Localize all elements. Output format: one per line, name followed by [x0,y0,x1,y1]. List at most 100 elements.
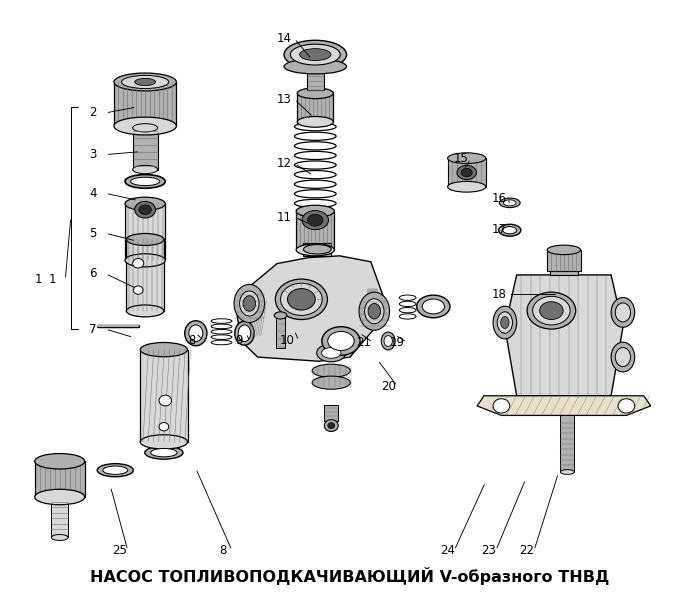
Ellipse shape [300,49,331,61]
Bar [298,93,333,122]
Ellipse shape [499,198,520,207]
Bar [561,415,574,472]
Circle shape [493,398,510,413]
Ellipse shape [500,317,509,329]
Text: 7: 7 [90,323,97,335]
Circle shape [132,258,144,268]
Ellipse shape [35,489,85,505]
Ellipse shape [307,63,323,70]
Bar [127,239,164,311]
Ellipse shape [312,376,350,389]
Ellipse shape [281,283,322,316]
Text: 25: 25 [112,544,127,557]
Ellipse shape [321,347,341,358]
Text: 13: 13 [276,93,291,106]
Ellipse shape [189,325,203,341]
Ellipse shape [527,292,575,329]
Text: 17: 17 [492,222,507,236]
Ellipse shape [498,224,521,236]
Ellipse shape [239,291,259,316]
Bar [51,499,68,537]
Circle shape [618,398,635,413]
Text: 10: 10 [280,335,295,347]
Ellipse shape [284,59,346,74]
Ellipse shape [140,435,188,449]
Bar [550,260,578,275]
Bar [447,158,486,187]
Ellipse shape [359,292,390,331]
Ellipse shape [461,168,472,177]
Ellipse shape [288,288,315,310]
Ellipse shape [114,73,176,91]
Bar [114,82,176,126]
Text: 3: 3 [90,148,97,161]
Text: 11: 11 [276,210,291,224]
Ellipse shape [243,296,256,311]
Bar [324,404,338,421]
Ellipse shape [328,332,354,350]
Ellipse shape [316,344,346,362]
Ellipse shape [302,210,328,230]
Ellipse shape [540,302,564,320]
Ellipse shape [533,296,570,325]
Ellipse shape [185,321,207,346]
Bar [296,211,335,250]
Bar [140,350,188,442]
Bar [125,204,165,260]
Ellipse shape [284,40,346,69]
Circle shape [133,286,143,294]
Ellipse shape [234,322,254,345]
Ellipse shape [131,177,160,186]
Text: 9: 9 [235,335,243,347]
Ellipse shape [296,244,335,256]
Ellipse shape [503,200,516,206]
Bar [132,128,158,169]
Ellipse shape [497,312,512,333]
Ellipse shape [114,117,176,135]
Ellipse shape [125,254,165,267]
Ellipse shape [304,245,331,254]
Ellipse shape [312,364,350,377]
Ellipse shape [365,299,384,324]
Ellipse shape [611,297,635,328]
Ellipse shape [139,205,151,215]
Text: 22: 22 [519,544,535,557]
Bar [35,462,85,497]
Text: 2: 2 [90,106,97,120]
Ellipse shape [296,205,335,217]
Bar [307,67,323,90]
Ellipse shape [322,327,360,355]
Ellipse shape [447,182,486,192]
Ellipse shape [234,284,265,323]
Ellipse shape [368,304,381,319]
Text: 21: 21 [356,336,372,349]
Ellipse shape [122,75,169,88]
Ellipse shape [145,446,183,459]
Ellipse shape [35,454,85,469]
Circle shape [159,423,169,431]
Text: 8: 8 [188,335,195,347]
Text: 1: 1 [49,273,57,286]
Ellipse shape [103,466,128,474]
Ellipse shape [493,306,517,339]
Ellipse shape [447,153,486,163]
Polygon shape [235,256,385,361]
Text: 1: 1 [35,273,43,286]
Bar [304,243,331,256]
Ellipse shape [547,245,580,255]
Circle shape [159,395,172,406]
Text: 14: 14 [276,32,291,45]
Ellipse shape [275,279,328,320]
Ellipse shape [274,312,287,319]
Text: 15: 15 [454,152,468,165]
Ellipse shape [382,332,395,350]
Text: 4: 4 [90,187,97,200]
Bar [547,250,580,271]
Text: 16: 16 [492,192,507,204]
Text: 5: 5 [90,227,97,240]
Ellipse shape [140,343,188,357]
Ellipse shape [561,469,574,474]
Text: 12: 12 [276,157,291,170]
Circle shape [328,423,335,429]
Text: 20: 20 [381,380,395,392]
